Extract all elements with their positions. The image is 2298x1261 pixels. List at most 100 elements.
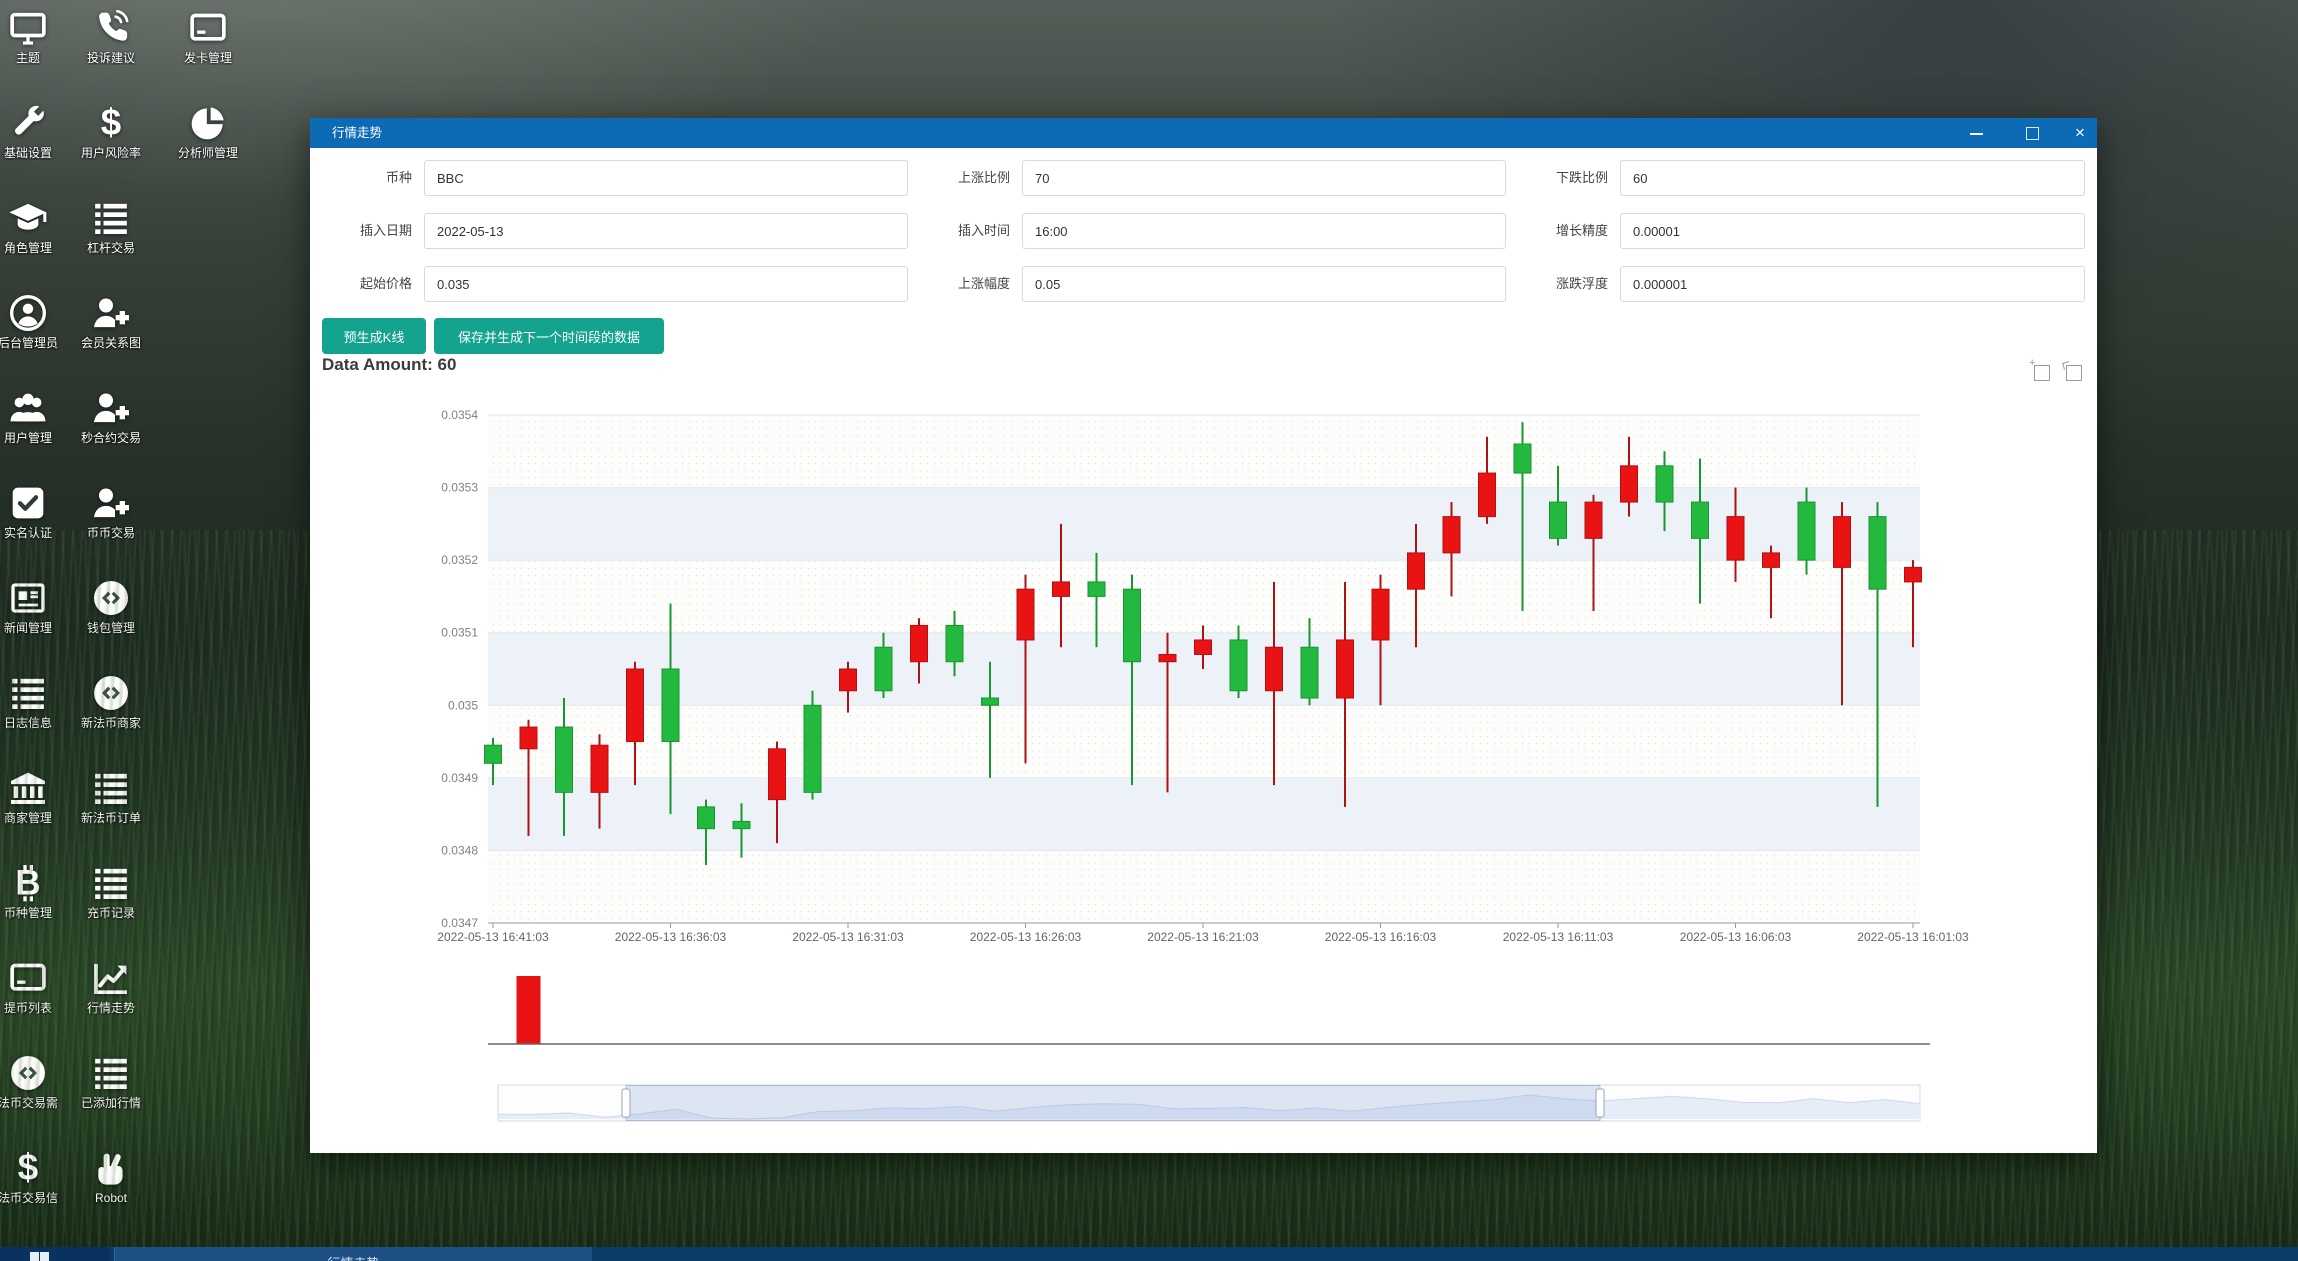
shortcut-新闻管理[interactable]: 新闻管理 [0,578,70,635]
svg-text:$: $ [101,103,121,143]
pie-chart-icon [191,107,224,140]
shortcut-杠杆交易[interactable]: 杠杆交易 [69,198,153,255]
shortcut-后台管理员[interactable]: 后台管理员 [0,293,70,350]
list-icon [95,773,127,804]
victory-hand-icon [98,1153,123,1185]
datazoom-slider[interactable] [497,1084,1921,1122]
slider-selected-window[interactable] [625,1085,1601,1121]
shortcut-Robot[interactable]: Robot [69,1148,153,1205]
shortcut-实名认证[interactable]: 实名认证 [0,483,70,540]
field-input-上涨比例[interactable] [1022,160,1506,196]
slider-sparkline [498,1095,1920,1119]
shortcut-label: 基础设置 [3,146,52,160]
shortcut-label: 钱包管理 [86,621,135,635]
shortcut-label: 充币记录 [86,906,135,920]
maximize-button[interactable] [2010,118,2054,148]
svg-text:B: B [15,864,40,903]
shortcut-label: 秒合约交易 [80,431,141,445]
field-label: 下跌比例 [1555,170,1608,185]
shortcut-label: 分析师管理 [177,146,238,160]
svg-text:0.0347: 0.0347 [441,916,478,930]
shortcut-已添加行情[interactable]: 已添加行情 [69,1053,153,1110]
field-label: 涨跌浮度 [1555,276,1608,291]
shortcut-充币记录[interactable]: 充币记录 [69,863,153,920]
shortcut-新法币商家[interactable]: 新法币商家 [69,673,153,730]
svg-text:2022-05-13 16:16:03: 2022-05-13 16:16:03 [1325,930,1437,944]
shortcut-label: 用户风险率 [80,146,141,160]
monitor-icon [10,12,46,45]
form-field-上涨比例: 上涨比例 [958,160,1506,196]
taskbar[interactable]: 行情走势 [0,1247,2298,1261]
field-label: 起始价格 [359,276,412,291]
shortcut-行情走势[interactable]: 行情走势 [69,958,153,1015]
shortcut-角色管理[interactable]: 角色管理 [0,198,70,255]
candlestick-chart: 0.0354 0.0353 0.0352 0.0351 0.035 0.0349 0.034… [310,378,2097,1153]
slider-handle-right[interactable] [1595,1088,1605,1118]
shortcut-分析师管理[interactable]: 分析师管理 [166,103,250,160]
toolbox-restore-icon[interactable] [2066,365,2082,381]
form-field-插入时间: 插入时间 [958,213,1506,249]
window-titlebar[interactable]: 行情走势 × [310,118,2097,148]
user-plus-icon [94,488,129,518]
shortcut-label: 提币列表 [3,1001,52,1015]
form-field-上涨幅度: 上涨幅度 [958,266,1506,302]
field-input-币种[interactable] [424,160,908,196]
shortcut-投诉建议[interactable]: 投诉建议 [69,8,153,65]
svg-text:2022-05-13 16:26:03: 2022-05-13 16:26:03 [970,930,1082,944]
shortcut-基础设置[interactable]: 基础设置 [0,103,70,160]
list-icon [95,868,127,899]
shortcut-日志信息[interactable]: 日志信息 [0,673,70,730]
shortcut-主题[interactable]: 主题 [0,8,70,65]
shortcut-商家管理[interactable]: 商家管理 [0,768,70,825]
shortcut-币币交易[interactable]: 币币交易 [69,483,153,540]
field-input-起始价格[interactable] [424,266,908,302]
close-button[interactable]: × [2058,118,2102,148]
data-amount-label: Data Amount: 60 [322,355,457,374]
toolbox-datazoom-icon[interactable] [2029,357,2050,381]
phone-icon [99,9,129,41]
shortcut-币种管理[interactable]: B 币种管理 [0,863,70,920]
field-input-下跌比例[interactable] [1620,160,2085,196]
shortcut-label: 投诉建议 [86,51,135,65]
pregenerate-kline-button[interactable]: 预生成K线 [322,318,426,354]
shortcut-label: 币币交易 [86,526,135,540]
close-icon: × [2075,123,2085,142]
form-field-涨跌浮度: 涨跌浮度 [1556,266,2085,302]
shortcut-label: 实名认证 [3,526,52,540]
field-label: 增长精度 [1555,223,1608,238]
svg-text:$: $ [18,1148,38,1188]
field-input-上涨幅度[interactable] [1022,266,1506,302]
taskbar-task-item[interactable]: 行情走势 [114,1247,592,1261]
shortcut-新法币订单[interactable]: 新法币订单 [69,768,153,825]
wrench-icon [15,105,44,135]
shortcut-label: 主题 [15,51,40,65]
form-field-起始价格: 起始价格 [360,266,908,302]
minimize-button[interactable] [1955,118,1999,148]
field-input-涨跌浮度[interactable] [1620,266,2085,302]
svg-text:2022-05-13 16:31:03: 2022-05-13 16:31:03 [792,930,904,944]
shortcut-秒合约交易[interactable]: 秒合约交易 [69,388,153,445]
newspaper-icon [11,583,45,613]
start-button[interactable] [0,1247,110,1261]
save-and-generate-next-button[interactable]: 保存并生成下一个时间段的数据 [434,318,664,354]
shortcut-提币列表[interactable]: 提币列表 [0,958,70,1015]
shortcut-会员关系图[interactable]: 会员关系图 [69,293,153,350]
form-field-币种: 币种 [386,160,908,196]
shortcut-发卡管理[interactable]: 发卡管理 [166,8,250,65]
field-label: 插入时间 [957,223,1010,238]
shortcut-法币交易需[interactable]: 法币交易需 [0,1053,70,1110]
svg-text:2022-05-13 16:21:03: 2022-05-13 16:21:03 [1147,930,1259,944]
shortcut-用户风险率[interactable]: $ 用户风险率 [69,103,153,160]
shortcut-法币交易信[interactable]: $ 法币交易信 [0,1148,70,1205]
svg-text:2022-05-13 16:06:03: 2022-05-13 16:06:03 [1680,930,1792,944]
field-input-增长精度[interactable] [1620,213,2085,249]
shortcut-label: 已添加行情 [80,1096,141,1110]
shortcut-label: 商家管理 [3,811,52,825]
shortcut-用户管理[interactable]: 用户管理 [0,388,70,445]
slider-handle-left[interactable] [621,1088,631,1118]
shortcut-钱包管理[interactable]: 钱包管理 [69,578,153,635]
coin-circle-icon [11,1056,45,1090]
svg-text:0.0352: 0.0352 [441,553,478,567]
field-input-插入日期[interactable] [424,213,908,249]
field-input-插入时间[interactable] [1022,213,1506,249]
